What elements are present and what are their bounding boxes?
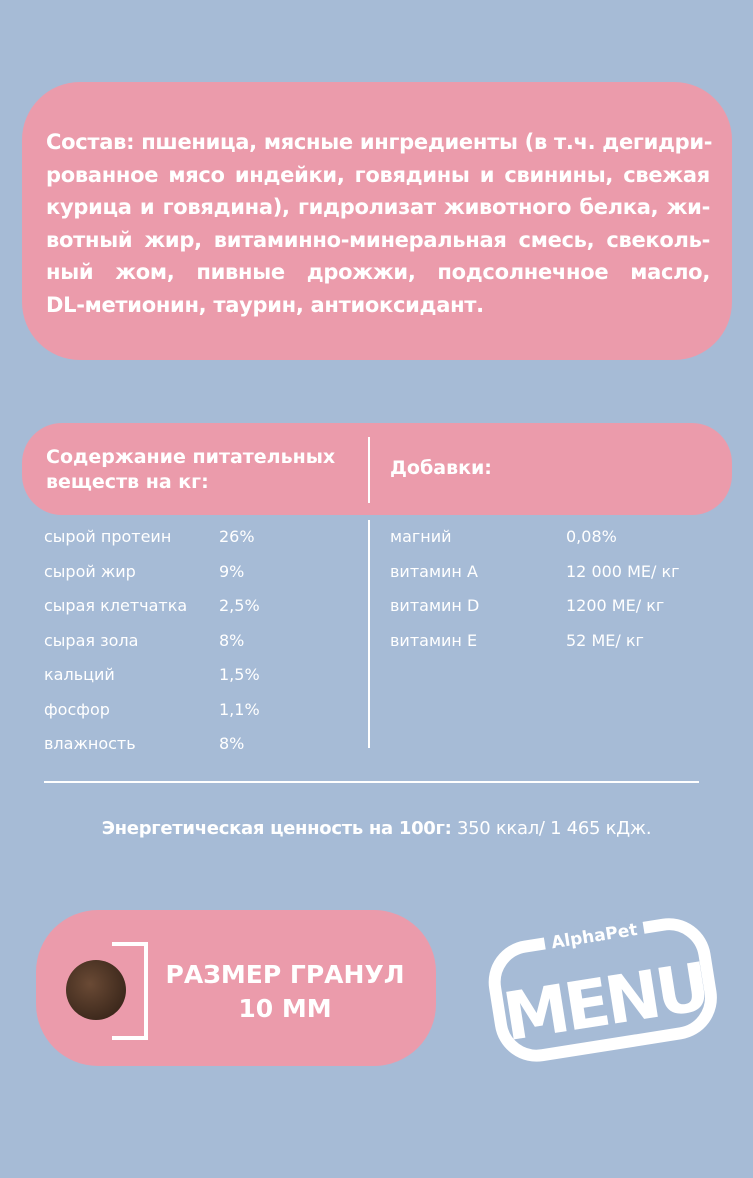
row-value: 1,1% [219, 699, 260, 719]
row-name: сырая зола [44, 630, 139, 650]
additives-title: Добавки: [390, 457, 492, 479]
row-name: витамин E [390, 630, 478, 650]
bracket-icon [112, 942, 148, 1040]
row-value: 9% [219, 561, 245, 581]
composition-line: курица и говядина), гидролизат животного… [46, 195, 710, 219]
table-header: Содержание питательных веществ на кг: До… [22, 423, 732, 515]
granule-size-text: РАЗМЕР ГРАНУЛ 10 ММ [150, 958, 420, 1026]
composition-text: Состав: пшеница, мясные ингредиенты (в т… [46, 126, 713, 321]
composition-line: DL-метионин, таурин, антиоксидант. [46, 292, 484, 317]
energy-value: Энергетическая ценность на 100г: 350 кка… [0, 818, 753, 839]
composition-line: Состав: пшеница, мясные ингредиенты (в т… [46, 130, 713, 154]
row-value: 8% [219, 734, 245, 753]
granule-size: 10 ММ [238, 994, 332, 1023]
row-value: 12 000 МЕ/ кг [566, 561, 680, 581]
svg-text:MENU: MENU [498, 948, 711, 1056]
pellet-image [66, 960, 126, 1020]
row-name: витамин D [390, 596, 480, 615]
row-value: 8% [219, 630, 245, 650]
composition-box: Состав: пшеница, мясные ингредиенты (в т… [22, 82, 732, 360]
alphapet-menu-logo: AlphaPet MENU [488, 915, 717, 1062]
energy-label: Энергетическая ценность на 100г: [101, 818, 452, 839]
row-value: 2,5% [219, 596, 260, 615]
energy-amount: 350 ккал/ 1 465 кДж. [451, 818, 652, 839]
row-name: влажность [44, 734, 136, 753]
row-name: сырая клетчатка [44, 596, 188, 615]
row-name: кальций [44, 665, 115, 684]
row-value: 26% [219, 527, 255, 546]
row-value: 1,5% [219, 665, 260, 684]
row-name: витамин А [390, 561, 478, 581]
row-name: сырой жир [44, 561, 136, 581]
row-value: 0,08% [566, 527, 617, 546]
row-name: магний [390, 527, 452, 546]
row-value: 52 МЕ/ кг [566, 630, 644, 650]
row-value: 1200 МЕ/ кг [566, 596, 665, 615]
granule-label: РАЗМЕР ГРАНУЛ [165, 960, 405, 989]
divider-line [44, 781, 699, 783]
composition-line: рованное мясо индейки, говядины и свинин… [46, 162, 710, 187]
nutrients-title: Содержание питательных веществ на кг: [46, 446, 336, 493]
header-divider [368, 437, 370, 503]
composition-line: вотный жир, витаминно-минеральная смесь,… [46, 227, 710, 252]
row-name: сырой протеин [44, 527, 172, 546]
table-divider [368, 520, 370, 748]
row-name: фосфор [44, 699, 110, 719]
composition-line: ный жом, пивные дрожжи, подсолнечное мас… [46, 260, 710, 284]
